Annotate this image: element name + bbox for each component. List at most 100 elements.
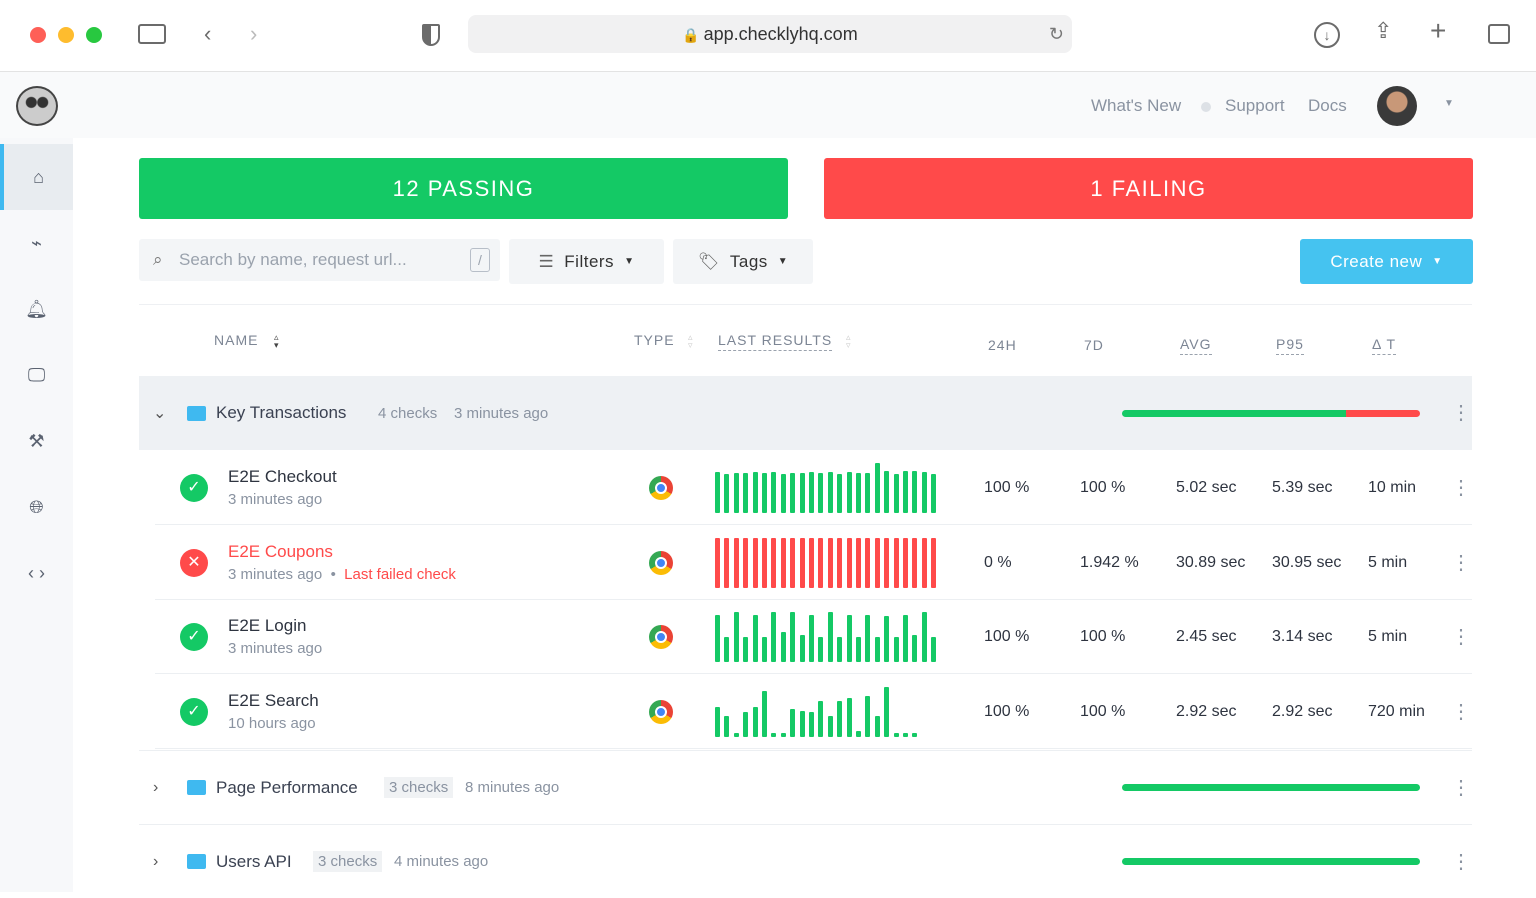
group-name[interactable]: Users API bbox=[216, 851, 292, 871]
avatar[interactable] bbox=[1377, 86, 1417, 126]
result-bar[interactable] bbox=[818, 700, 824, 737]
create-new-button[interactable]: Create new ▼ bbox=[1300, 239, 1473, 284]
result-bar[interactable] bbox=[874, 637, 880, 662]
result-bar[interactable] bbox=[733, 612, 739, 662]
result-bar[interactable] bbox=[809, 537, 814, 588]
sidebar-item-locations[interactable]: 🌐︎ bbox=[0, 474, 73, 540]
result-bar[interactable] bbox=[865, 473, 871, 513]
group-name[interactable]: Page Performance bbox=[216, 777, 358, 797]
result-bar[interactable] bbox=[715, 614, 720, 662]
result-bar[interactable] bbox=[874, 463, 880, 513]
result-bar[interactable] bbox=[903, 537, 908, 588]
result-bar[interactable] bbox=[724, 537, 730, 588]
result-bar[interactable] bbox=[762, 637, 767, 662]
result-bar[interactable] bbox=[931, 474, 937, 513]
check-row[interactable]: ✓ E2E Search 10 hours ago 100 % 100 % 2.… bbox=[155, 675, 1472, 749]
result-bar[interactable] bbox=[912, 537, 918, 588]
whats-new-link[interactable]: What's New bbox=[1091, 96, 1182, 115]
result-bar[interactable] bbox=[780, 732, 786, 737]
result-bar[interactable] bbox=[799, 634, 805, 662]
chevron-right-icon[interactable]: › bbox=[153, 852, 159, 870]
result-bar[interactable] bbox=[818, 473, 824, 513]
result-bar[interactable] bbox=[903, 732, 908, 737]
result-bar[interactable] bbox=[771, 537, 777, 588]
tabs-overview-icon[interactable] bbox=[1488, 24, 1510, 44]
result-bar[interactable] bbox=[715, 706, 720, 737]
result-bar[interactable] bbox=[874, 537, 880, 588]
column-7d[interactable]: 7D bbox=[1084, 337, 1104, 353]
check-group[interactable]: ⌄ Key Transactions 4 checks 3 minutes ag… bbox=[139, 376, 1472, 450]
chevron-down-icon[interactable]: ⌄ bbox=[153, 405, 167, 422]
result-bar[interactable] bbox=[790, 473, 796, 513]
result-bar[interactable] bbox=[799, 473, 805, 513]
result-bar[interactable] bbox=[743, 637, 749, 662]
result-bar[interactable] bbox=[780, 632, 786, 662]
result-bar[interactable] bbox=[818, 537, 824, 588]
result-bar[interactable] bbox=[846, 537, 852, 588]
result-bar[interactable] bbox=[846, 472, 852, 513]
sidebar-item-activity[interactable]: ⌁ bbox=[0, 210, 73, 276]
result-bar[interactable] bbox=[743, 711, 749, 737]
check-row[interactable]: ✓ E2E Checkout 3 minutes ago 100 % 100 %… bbox=[155, 451, 1472, 525]
column-avg[interactable]: AVG bbox=[1180, 336, 1212, 355]
column-delta-t[interactable]: Δ T bbox=[1372, 336, 1397, 355]
result-bar[interactable] bbox=[799, 710, 805, 737]
result-bar[interactable] bbox=[884, 470, 890, 513]
result-bar[interactable] bbox=[893, 637, 899, 662]
result-bar[interactable] bbox=[912, 732, 918, 737]
checkly-logo[interactable] bbox=[16, 86, 58, 126]
minimize-window-button[interactable] bbox=[58, 27, 74, 43]
result-bar[interactable] bbox=[752, 706, 758, 737]
result-bar[interactable] bbox=[837, 700, 843, 737]
result-bar[interactable] bbox=[903, 470, 908, 513]
column-last-results[interactable]: LAST RESULTS bbox=[718, 332, 833, 351]
new-tab-icon[interactable]: + bbox=[1430, 15, 1447, 46]
result-bar[interactable] bbox=[893, 732, 899, 737]
sort-icon[interactable]: ▵ ▿ bbox=[846, 332, 851, 350]
sidebar-toggle-icon[interactable] bbox=[138, 24, 166, 44]
result-bar[interactable] bbox=[790, 709, 796, 737]
result-bar[interactable] bbox=[799, 537, 805, 588]
more-icon[interactable]: ⋮ bbox=[1451, 776, 1471, 799]
result-bar[interactable] bbox=[865, 695, 871, 737]
maximize-window-button[interactable] bbox=[86, 27, 102, 43]
result-bar[interactable] bbox=[762, 690, 767, 737]
sidebar-item-tools[interactable]: ⚒ bbox=[0, 408, 73, 474]
result-bar[interactable] bbox=[743, 473, 749, 513]
result-bar[interactable] bbox=[771, 612, 777, 662]
result-bar[interactable] bbox=[921, 537, 927, 588]
result-bar[interactable] bbox=[724, 715, 730, 737]
more-icon[interactable]: ⋮ bbox=[1451, 402, 1471, 424]
result-bar[interactable] bbox=[931, 537, 937, 588]
address-bar[interactable]: 🔒 app.checklyhq.com ↻ bbox=[468, 15, 1072, 53]
tags-button[interactable]: 🏷︎ Tags ▼ bbox=[673, 239, 813, 284]
check-name[interactable]: E2E Search bbox=[228, 690, 319, 710]
result-bar[interactable] bbox=[846, 614, 852, 662]
result-bar[interactable] bbox=[856, 537, 861, 588]
more-icon[interactable]: ⋮ bbox=[1451, 551, 1471, 574]
result-bar[interactable] bbox=[827, 537, 833, 588]
result-bar[interactable] bbox=[790, 612, 796, 662]
result-bar[interactable] bbox=[809, 614, 814, 662]
result-bar[interactable] bbox=[912, 634, 918, 662]
result-bar[interactable] bbox=[780, 474, 786, 513]
failing-banner[interactable]: 1 FAILING bbox=[824, 158, 1473, 219]
more-icon[interactable]: ⋮ bbox=[1451, 700, 1471, 723]
column-name[interactable]: NAME bbox=[214, 332, 259, 348]
result-bar[interactable] bbox=[827, 612, 833, 662]
account-dropdown-icon[interactable]: ▼ bbox=[1444, 98, 1454, 109]
result-bar[interactable] bbox=[884, 537, 890, 588]
shield-icon[interactable] bbox=[422, 24, 440, 46]
result-bar[interactable] bbox=[931, 637, 937, 662]
result-bar[interactable] bbox=[893, 537, 899, 588]
result-bar[interactable] bbox=[856, 730, 861, 737]
docs-link[interactable]: Docs bbox=[1308, 96, 1347, 115]
check-row[interactable]: ✓ E2E Login 3 minutes ago 100 % 100 % 2.… bbox=[155, 600, 1472, 674]
result-bar[interactable] bbox=[827, 715, 833, 737]
column-p95[interactable]: P95 bbox=[1276, 336, 1304, 355]
check-name[interactable]: E2E Checkout bbox=[228, 467, 337, 486]
result-bar[interactable] bbox=[715, 537, 720, 588]
sidebar-item-monitor[interactable]: 🖵 bbox=[0, 342, 73, 408]
result-bar[interactable] bbox=[762, 473, 767, 513]
reload-icon[interactable]: ↻ bbox=[1048, 24, 1064, 44]
